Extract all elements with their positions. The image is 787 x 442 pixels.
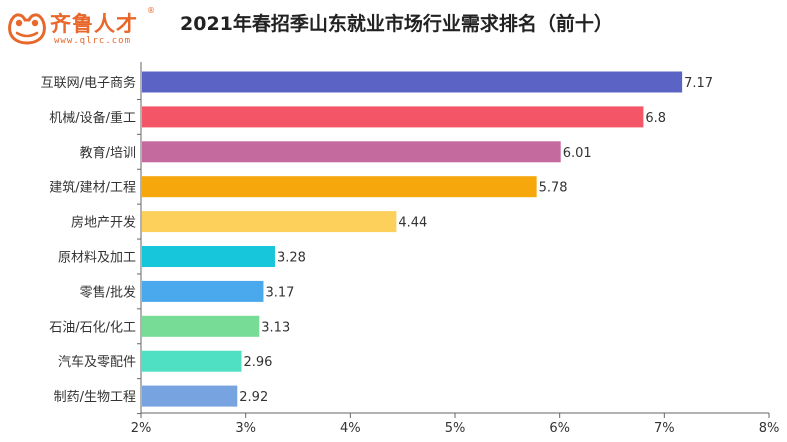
bar xyxy=(142,246,275,267)
value-label: 2.96 xyxy=(243,355,272,370)
category-label: 建筑/建材/工程 xyxy=(49,180,136,196)
x-tick-label: 7% xyxy=(654,421,675,436)
category-label: 互联网/电子商务 xyxy=(41,75,136,91)
category-label: 教育/培训 xyxy=(80,145,136,161)
x-tick-label: 3% xyxy=(235,421,256,436)
category-label: 石油/石化/化工 xyxy=(49,320,136,335)
registered-mark: ® xyxy=(147,6,155,15)
logo-url: www.qlrc.com xyxy=(54,36,132,46)
category-label: 机械/设备/重工 xyxy=(49,110,136,126)
bar xyxy=(142,141,561,163)
value-label: 3.28 xyxy=(277,251,306,266)
value-label: 3.17 xyxy=(265,285,294,300)
bar xyxy=(142,176,537,198)
logo-wordmark: 齐鲁人才 xyxy=(50,12,138,36)
bars-layer xyxy=(142,71,683,407)
value-label: 6.8 xyxy=(645,111,666,126)
category-label: 房地产开发 xyxy=(71,215,136,231)
category-label: 汽车及零配件 xyxy=(58,354,136,370)
category-label: 原材料及加工 xyxy=(58,251,136,266)
chart-title: 2021年春招季山东就业市场行业需求排名（前十） xyxy=(180,13,613,35)
value-label: 2.92 xyxy=(239,390,268,405)
x-axis: 2% 3% 4% 5% 6% 7% 8% xyxy=(131,62,780,436)
category-label: 制药/生物工程 xyxy=(54,390,136,405)
bar xyxy=(142,211,397,233)
bar xyxy=(142,106,644,128)
bar xyxy=(142,385,238,407)
bar xyxy=(142,280,264,302)
x-tick-label: 4% xyxy=(340,421,361,436)
bar xyxy=(142,350,242,372)
value-label: 7.17 xyxy=(684,76,713,91)
labels-layer: 互联网/电子商务 7.17 机械/设备/重工 6.8 教育/培训 6.01 建筑/建材/工程… xyxy=(41,75,713,405)
bar xyxy=(142,315,260,337)
brand-logo: 齐鲁人才 ® www.qlrc.com xyxy=(6,6,156,50)
x-tick-label: 5% xyxy=(445,421,466,436)
value-label: 6.01 xyxy=(563,146,592,161)
value-label: 3.13 xyxy=(261,320,290,335)
category-label: 零售/批发 xyxy=(80,284,136,300)
x-tick-label: 6% xyxy=(549,421,570,436)
bar xyxy=(142,71,683,93)
frog-logo-icon xyxy=(8,13,46,45)
x-tick-label: 8% xyxy=(759,421,780,436)
value-label: 4.44 xyxy=(398,216,427,231)
x-tick-label: 2% xyxy=(131,421,152,436)
value-label: 5.78 xyxy=(539,181,568,196)
